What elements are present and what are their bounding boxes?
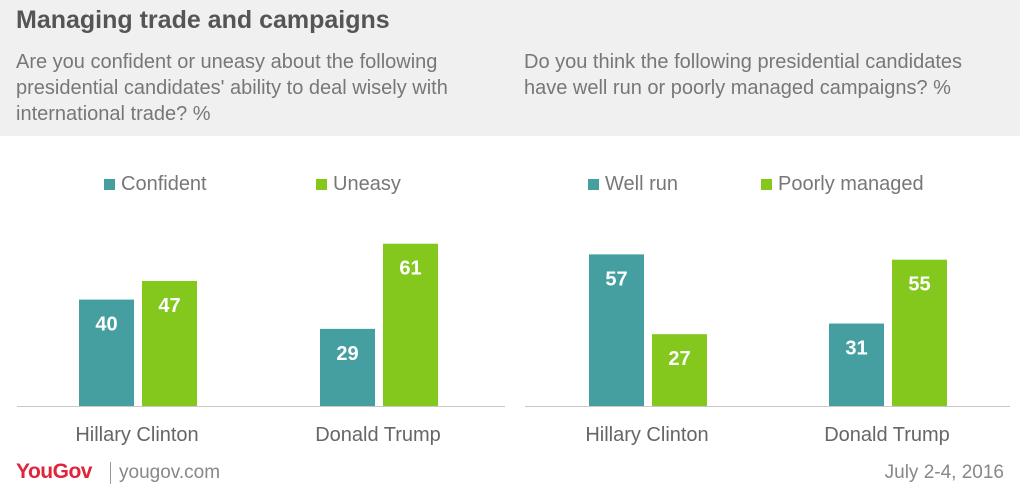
- legend-item-confident: Confident: [104, 172, 207, 196]
- legend-item-poorly-managed: Poorly managed: [761, 172, 924, 196]
- data-label-well-run-donald-trump: 31: [845, 338, 867, 360]
- bar-uneasy-hillary-clinton: [142, 280, 197, 406]
- right-question: Do you think the following presidential …: [524, 51, 963, 99]
- bar-confident-hillary-clinton: [79, 299, 134, 406]
- footer-date: July 2-4, 2016: [884, 462, 1004, 483]
- bar-confident-donald-trump: [320, 328, 375, 406]
- legend-swatch-confident: [104, 178, 115, 190]
- data-label-well-run-hillary-clinton: 57: [605, 268, 627, 290]
- bar-poorly-managed-hillary-clinton: [652, 334, 707, 406]
- data-label-uneasy-donald-trump: 61: [399, 258, 421, 280]
- header-band: [0, 0, 1020, 136]
- yougov-logo: YouGov: [16, 460, 92, 483]
- legend-item-well-run: Well run: [588, 172, 678, 196]
- legend-label-well-run: Well run: [605, 172, 678, 195]
- bar-poorly-managed-donald-trump: [892, 259, 947, 406]
- legend-item-uneasy: Uneasy: [316, 172, 401, 196]
- legend-swatch-uneasy: [316, 178, 327, 190]
- legend-label-uneasy: Uneasy: [333, 172, 401, 195]
- footer-site: yougov.com: [119, 462, 221, 483]
- legend-swatch-poorly-managed: [761, 178, 772, 190]
- footer-separator: [110, 462, 111, 484]
- chart-title: Managing trade and campaigns: [16, 6, 390, 34]
- data-label-poorly-managed-donald-trump: 55: [908, 274, 930, 296]
- bar-well-run-hillary-clinton: [589, 254, 644, 406]
- bar-well-run-donald-trump: [829, 323, 884, 406]
- data-label-confident-hillary-clinton: 40: [95, 314, 117, 336]
- left-question: Are you confident or uneasy about the fo…: [16, 51, 448, 125]
- data-label-uneasy-hillary-clinton: 47: [158, 295, 180, 317]
- bar-uneasy-donald-trump: [383, 243, 438, 406]
- legend-label-confident: Confident: [121, 172, 207, 195]
- data-label-confident-donald-trump: 29: [336, 343, 358, 365]
- legend-swatch-well-run: [588, 178, 599, 190]
- data-label-poorly-managed-hillary-clinton: 27: [668, 348, 690, 370]
- category-label-donald-trump: Donald Trump: [824, 424, 950, 446]
- category-label-hillary-clinton: Hillary Clinton: [75, 424, 198, 446]
- legend-label-poorly-managed: Poorly managed: [778, 172, 924, 195]
- category-label-donald-trump: Donald Trump: [315, 424, 441, 446]
- category-label-hillary-clinton: Hillary Clinton: [585, 424, 708, 446]
